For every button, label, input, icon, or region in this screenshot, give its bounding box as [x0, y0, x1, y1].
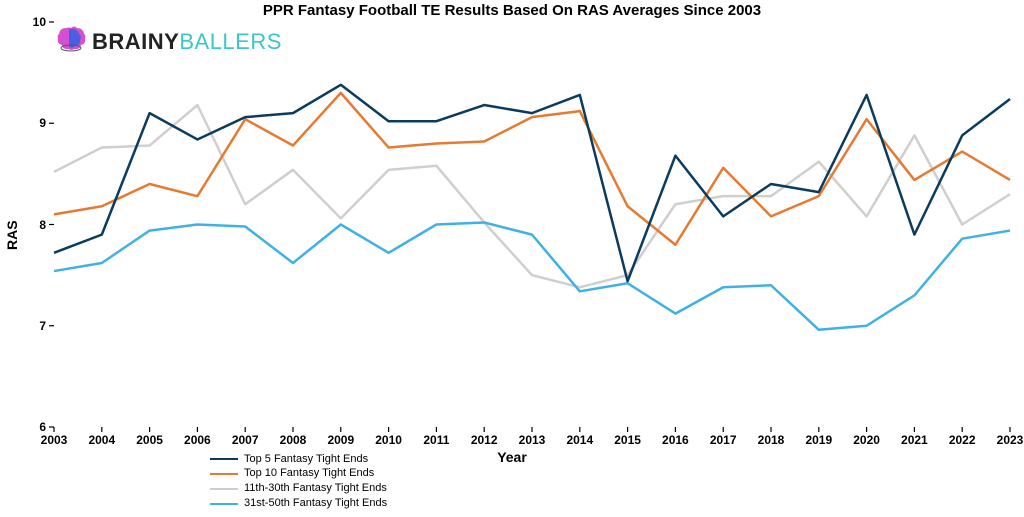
x-tick-label: 2006	[184, 433, 211, 447]
chart-title: PPR Fantasy Football TE Results Based On…	[0, 2, 1024, 19]
x-tick-label: 2016	[662, 433, 689, 447]
x-tick-label: 2013	[519, 433, 546, 447]
x-tick-label: 2010	[375, 433, 402, 447]
legend-swatch	[210, 503, 238, 505]
x-tick-label: 2017	[710, 433, 737, 447]
x-tick-label: 2019	[805, 433, 832, 447]
plot-svg	[54, 22, 1010, 427]
x-tick-label: 2015	[614, 433, 641, 447]
y-tick-label: 6	[39, 420, 46, 434]
x-tick-label: 2003	[41, 433, 68, 447]
x-axis-label: Year	[0, 449, 1024, 465]
legend-item: Top 10 Fantasy Tight Ends	[210, 466, 387, 481]
legend-swatch	[210, 488, 238, 490]
legend-swatch	[210, 473, 238, 475]
x-tick-label: 2007	[232, 433, 259, 447]
x-tick-label: 2004	[88, 433, 115, 447]
x-tick-label: 2014	[566, 433, 593, 447]
x-tick-label: 2023	[997, 433, 1024, 447]
legend-label: 11th-30th Fantasy Tight Ends	[244, 481, 387, 496]
legend-item: 11th-30th Fantasy Tight Ends	[210, 481, 387, 496]
x-tick-label: 2018	[758, 433, 785, 447]
x-tick-label: 2012	[471, 433, 498, 447]
chart-container: PPR Fantasy Football TE Results Based On…	[0, 0, 1024, 517]
x-tick-label: 2009	[327, 433, 354, 447]
legend-label: Top 5 Fantasy Tight Ends	[244, 452, 368, 467]
series-line	[54, 93, 1010, 245]
legend-item: 31st-50th Fantasy Tight Ends	[210, 496, 387, 511]
x-tick-label: 2022	[949, 433, 976, 447]
legend-swatch	[210, 458, 238, 460]
x-tick-label: 2008	[280, 433, 307, 447]
x-tick-label: 2011	[423, 433, 449, 447]
y-axis-label: RAS	[4, 220, 20, 250]
series-line	[54, 85, 1010, 281]
y-tick-label: 8	[39, 218, 46, 232]
plot-area: 6789102003200420052006200720082009201020…	[54, 22, 1010, 427]
legend: Top 5 Fantasy Tight EndsTop 10 Fantasy T…	[210, 452, 387, 511]
legend-label: Top 10 Fantasy Tight Ends	[244, 466, 374, 481]
y-tick-label: 7	[39, 319, 46, 333]
y-tick-label: 9	[39, 116, 46, 130]
legend-label: 31st-50th Fantasy Tight Ends	[244, 496, 387, 511]
x-tick-label: 2021	[901, 433, 928, 447]
x-tick-label: 2020	[853, 433, 880, 447]
x-tick-label: 2005	[136, 433, 163, 447]
legend-item: Top 5 Fantasy Tight Ends	[210, 452, 387, 467]
y-tick-label: 10	[33, 15, 46, 29]
